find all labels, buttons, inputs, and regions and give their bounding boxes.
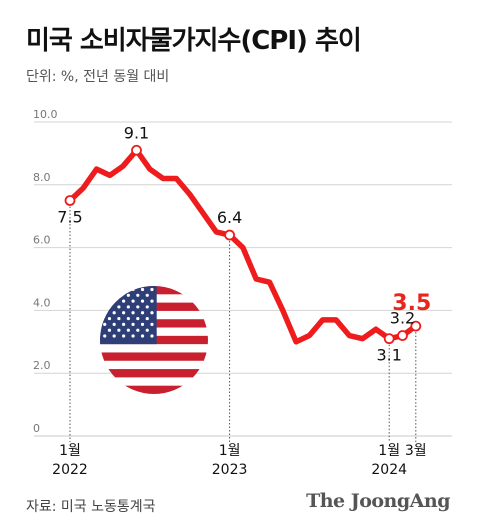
flag-star xyxy=(136,316,140,321)
flag-star xyxy=(126,316,130,321)
flag-stripe xyxy=(100,352,208,362)
flag-star xyxy=(107,293,112,297)
data-point-marker xyxy=(410,320,422,332)
flag-stripe xyxy=(100,369,208,378)
y-tick-label: 0 xyxy=(33,422,40,435)
y-tick-label: 6.0 xyxy=(33,234,51,247)
flag-star xyxy=(112,287,116,292)
flag-star xyxy=(140,322,145,326)
x-tick-year: 2023 xyxy=(212,462,248,478)
flag-star xyxy=(117,316,121,321)
x-tick-month: 1월 xyxy=(59,443,81,459)
flag-star xyxy=(131,287,135,292)
cpi-series-line xyxy=(67,147,419,345)
data-label: 3.2 xyxy=(390,309,415,328)
flag-star xyxy=(112,299,116,303)
flag-star xyxy=(140,299,145,303)
data-label: 3.5 xyxy=(392,291,431,316)
data-label: 7.5 xyxy=(57,208,82,227)
flag-star xyxy=(150,299,154,303)
flag-star xyxy=(136,305,140,309)
unit-note: 단위: %, 전년 동월 대비 xyxy=(26,69,170,85)
x-tick-month: 1월 xyxy=(378,443,400,459)
flag-star xyxy=(145,328,149,332)
flag-star xyxy=(112,322,116,326)
flag-star xyxy=(150,311,154,315)
flag-star xyxy=(136,293,140,297)
brand-logo: The JoongAng xyxy=(306,490,450,512)
y-tick-label: 2.0 xyxy=(33,359,51,372)
flag-star xyxy=(103,334,107,338)
flag-stripe xyxy=(100,385,208,394)
x-tick-year: 2022 xyxy=(52,462,88,478)
flag-star xyxy=(107,316,112,321)
flag-star xyxy=(112,311,116,315)
flag-star xyxy=(122,311,126,315)
data-point-marker xyxy=(131,144,142,156)
flag-stripe xyxy=(100,377,208,386)
data-point-marker xyxy=(64,195,76,206)
us-flag-icon xyxy=(100,286,208,394)
flag-star xyxy=(126,328,130,332)
flag-star xyxy=(140,311,145,315)
data-point-marker xyxy=(383,333,395,345)
flag-star xyxy=(145,293,149,297)
data-label: 9.1 xyxy=(124,123,149,142)
flag-star xyxy=(140,334,145,338)
flag-star xyxy=(117,293,121,297)
flag-star xyxy=(131,299,135,303)
flag-star xyxy=(103,287,107,292)
flag-star xyxy=(103,311,107,315)
flag-star xyxy=(103,299,107,303)
flag-stripe xyxy=(100,360,208,370)
flag-star xyxy=(103,322,107,326)
y-tick-label: 8.0 xyxy=(33,171,51,184)
data-point-marker xyxy=(224,229,236,241)
data-point-marker xyxy=(397,330,408,341)
flag-star xyxy=(126,305,130,309)
flag-star xyxy=(136,328,140,332)
flag-star xyxy=(112,334,116,338)
x-tick-month: 1월 xyxy=(219,443,241,459)
flag-stripe xyxy=(100,344,208,353)
page-title: 미국 소비자물가지수(CPI) 추이 xyxy=(26,26,362,56)
flag-star xyxy=(140,287,145,292)
flag-star xyxy=(122,322,126,326)
flag-star xyxy=(131,311,135,315)
flag-star xyxy=(107,328,112,332)
data-label: 3.1 xyxy=(376,346,401,365)
y-tick-label: 4.0 xyxy=(33,296,51,309)
flag-star xyxy=(150,287,154,292)
flag-star xyxy=(126,293,130,297)
flag-star xyxy=(122,334,126,338)
data-label: 6.4 xyxy=(217,208,242,227)
flag-star xyxy=(145,316,149,321)
flag-star xyxy=(145,305,149,309)
flag-star xyxy=(150,322,154,326)
flag-star xyxy=(150,334,154,338)
y-tick-label: 10.0 xyxy=(33,108,58,121)
source-note: 자료: 미국 노동통계국 xyxy=(26,499,156,515)
flag-star xyxy=(107,305,112,309)
flag-star xyxy=(131,334,135,338)
flag-star xyxy=(131,322,135,326)
flag-star xyxy=(122,299,126,303)
flag-star xyxy=(117,305,121,309)
flag-star xyxy=(122,287,126,292)
flag-body xyxy=(100,286,208,394)
flag-star xyxy=(117,328,121,332)
x-tick-year: 2024 xyxy=(371,462,407,478)
x-tick-month: 3월 xyxy=(405,443,427,459)
